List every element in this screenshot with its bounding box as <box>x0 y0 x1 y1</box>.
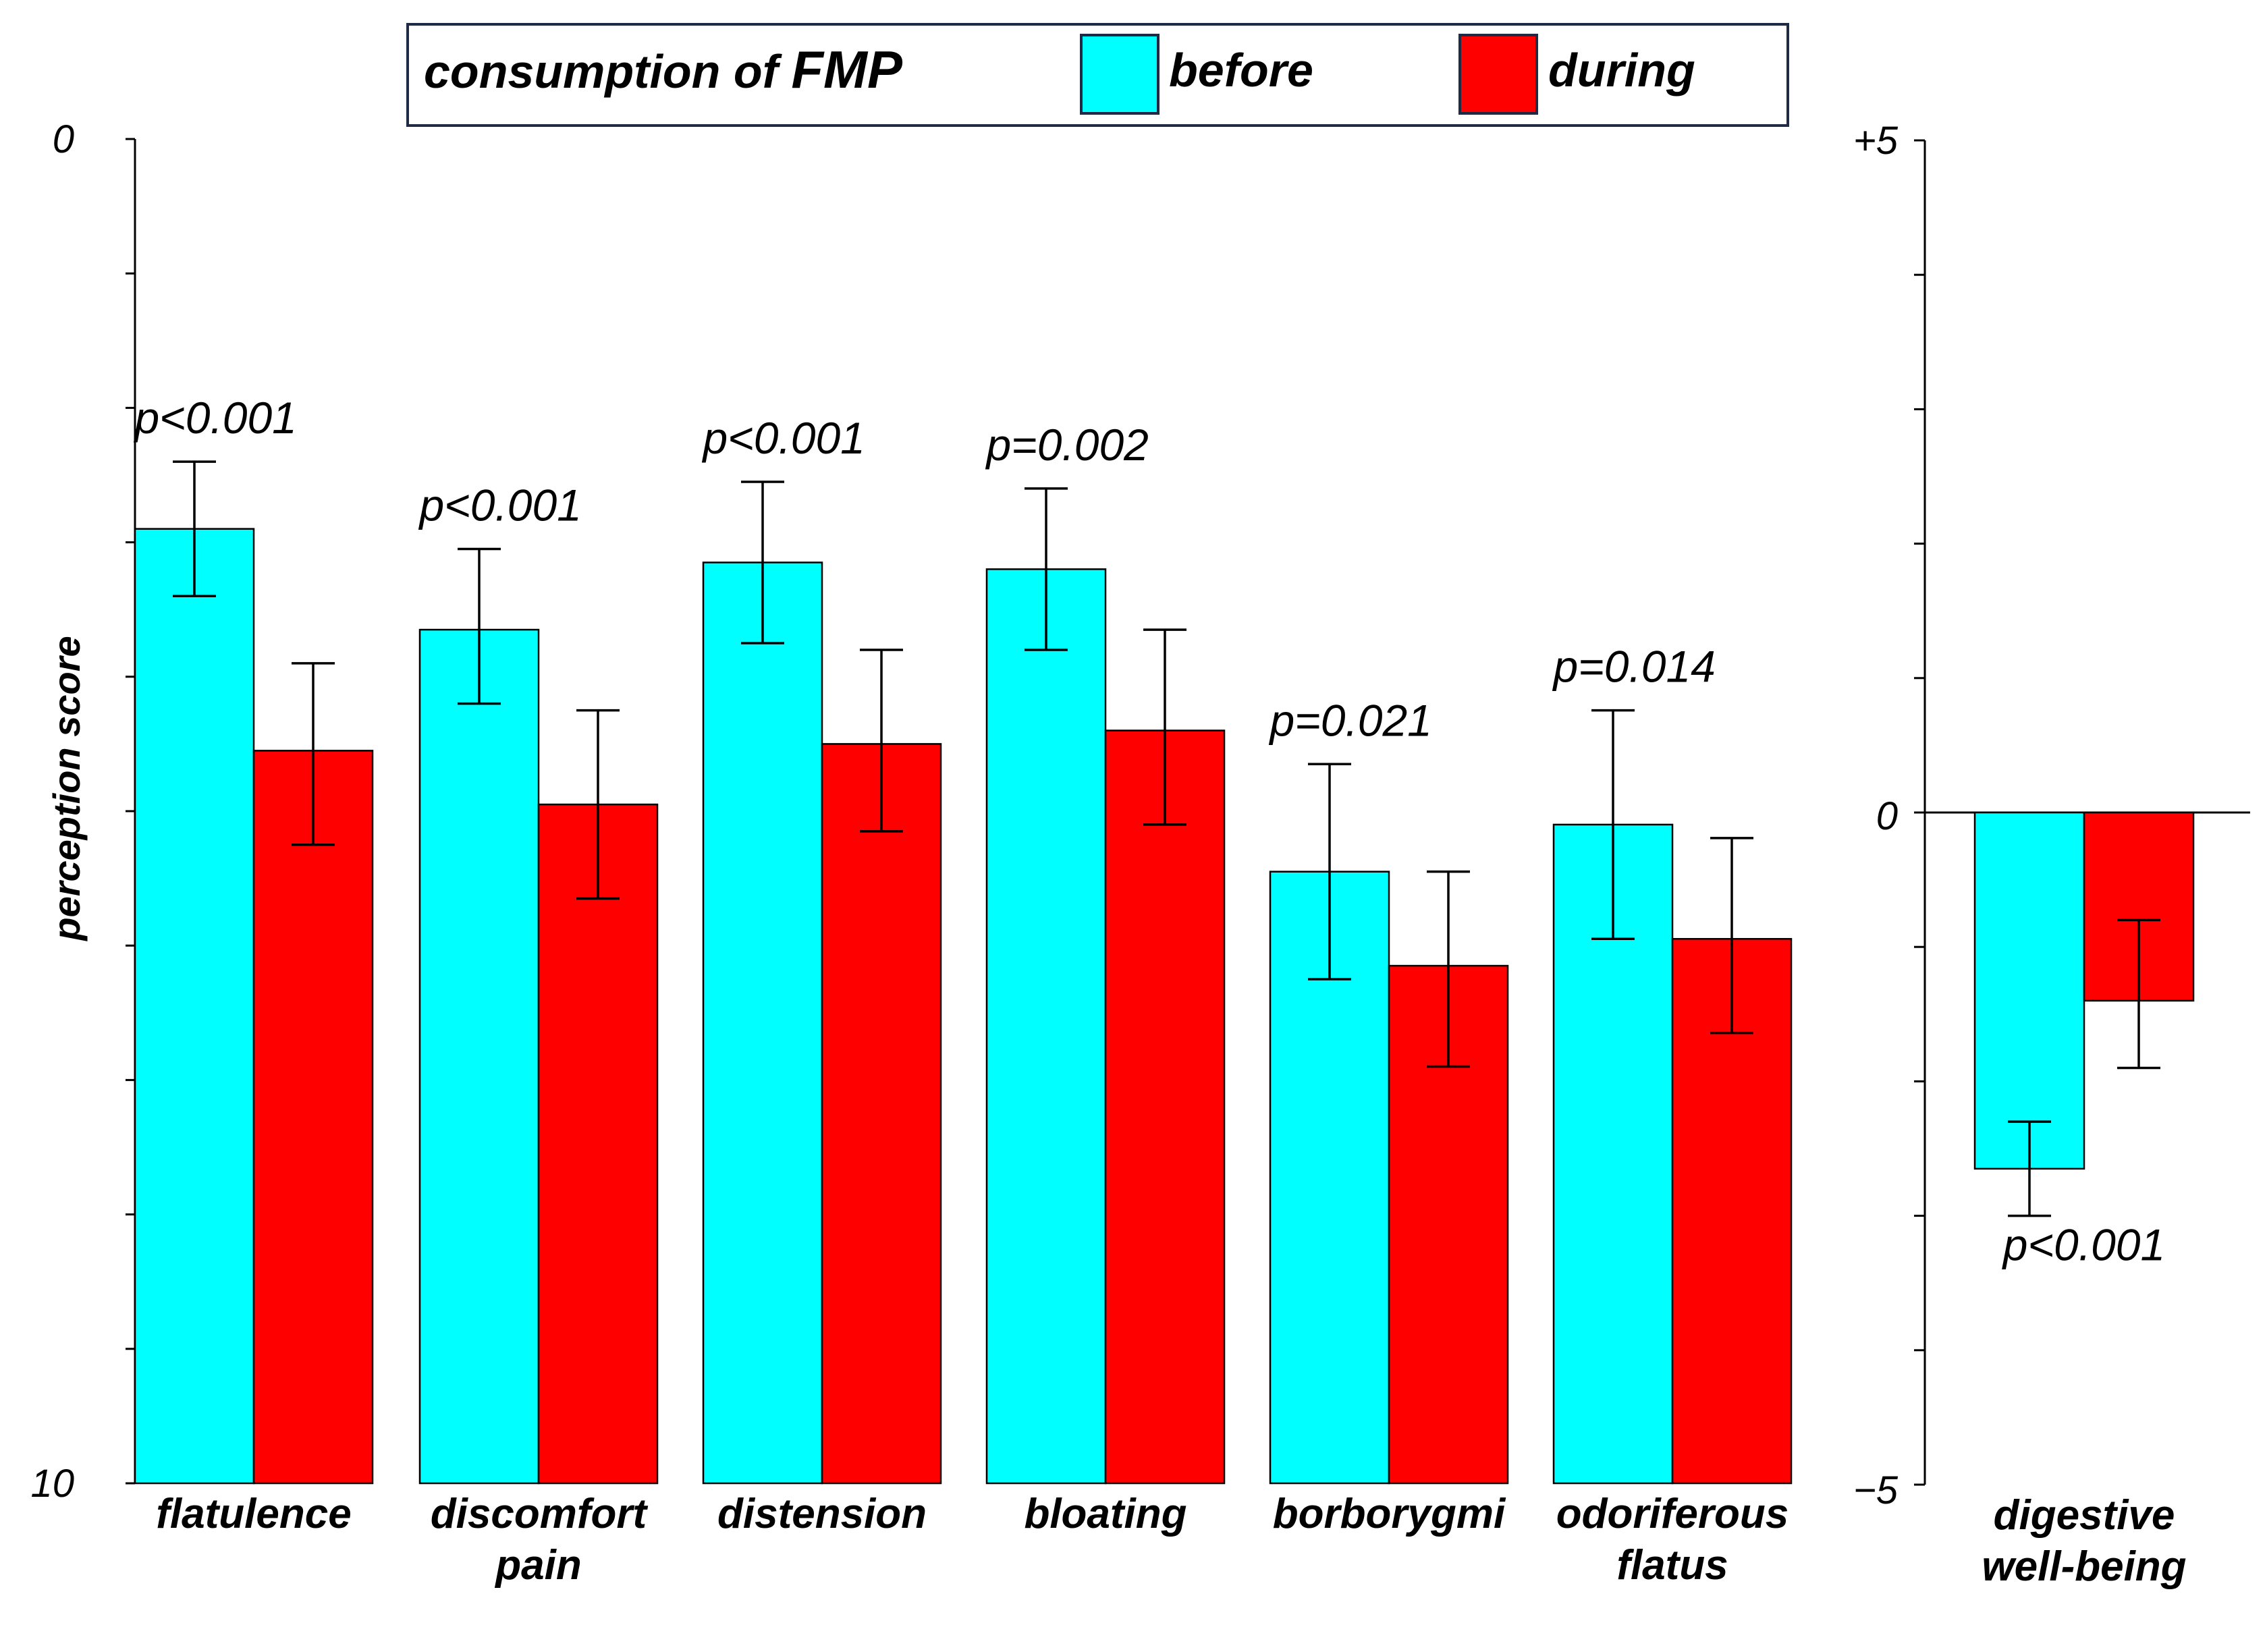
y-tick-label-1-2: +5 <box>1853 119 1899 163</box>
category-label-0-1-0: discomfort <box>431 1491 649 1537</box>
bar-during-0-1 <box>537 803 659 1485</box>
p-value-0-5: p=0.014 <box>1552 642 1715 692</box>
legend-title: consumption of FMP <box>424 40 903 99</box>
p-value-0-2: p<0.001 <box>701 413 865 463</box>
bar-during-0-0 <box>252 750 374 1485</box>
legend-title-bold: FMP <box>791 40 903 99</box>
category-label-0-5-1: flatus <box>1616 1542 1728 1589</box>
bar-before-0-1 <box>418 628 540 1485</box>
legend: consumption of FMP before during <box>406 23 1789 127</box>
p-value-0-4: p=0.021 <box>1268 695 1431 745</box>
category-label-0-0-0: flatulence <box>156 1491 351 1537</box>
legend-swatch-during <box>1458 34 1538 115</box>
y-tick-label-1-1: 0 <box>1876 794 1898 838</box>
legend-swatch-before <box>1080 34 1159 115</box>
p-value-0-3: p=0.002 <box>985 420 1148 470</box>
category-label-0-5-0: odoriferous <box>1556 1491 1789 1537</box>
category-label-0-4-0: borborygmi <box>1273 1491 1506 1537</box>
category-label-0-1-1: pain <box>494 1542 581 1589</box>
p-value-1-0: p<0.001 <box>2002 1220 2165 1270</box>
category-label-0-2-0: distension <box>717 1491 927 1537</box>
category-label-1-0-1: well-being <box>1982 1543 2186 1590</box>
bar-before-0-3 <box>985 568 1107 1485</box>
y-tick-label-0-1: 10 <box>30 1462 74 1506</box>
legend-label-before: before <box>1169 44 1313 97</box>
category-label-1-0-0: digestive <box>1994 1492 2175 1539</box>
y-tick-label-1-0: −5 <box>1853 1468 1899 1512</box>
panel-symptoms: 0 10 p<0.001 flatulence p<0.001 discomfort pai… <box>30 117 1793 1589</box>
y-axis-title: perception score <box>45 636 88 941</box>
bar-before-0-2 <box>702 561 823 1485</box>
bar-during-0-3 <box>1104 729 1226 1485</box>
p-value-0-0: p<0.001 <box>133 393 296 443</box>
bar-before-1-0 <box>1973 811 2085 1170</box>
p-value-0-1: p<0.001 <box>418 480 581 530</box>
legend-title-prefix: consumption of <box>424 45 791 98</box>
y-tick-label-0-0: 0 <box>53 117 74 161</box>
bar-during-0-2 <box>821 743 942 1485</box>
bar-before-0-0 <box>134 528 255 1485</box>
legend-label-during: during <box>1548 44 1695 97</box>
category-label-0-3-0: bloating <box>1024 1491 1186 1537</box>
